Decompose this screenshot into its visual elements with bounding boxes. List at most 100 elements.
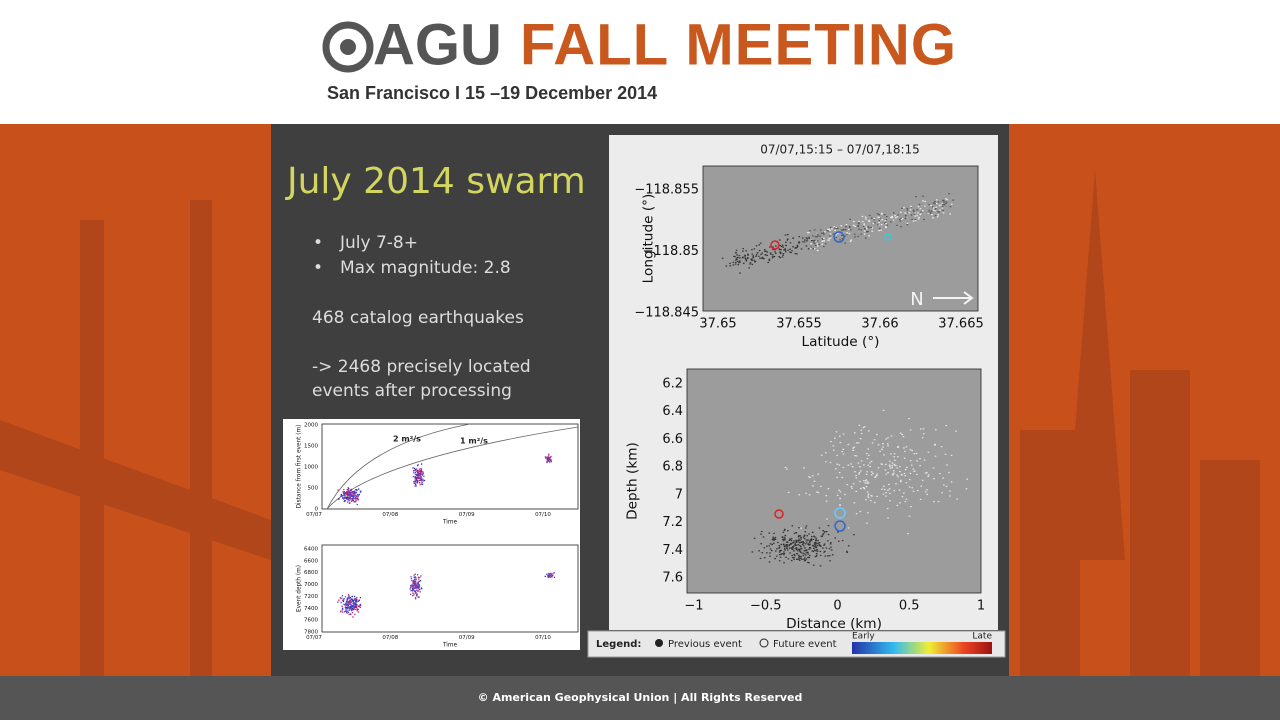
event-dot <box>940 204 942 206</box>
event-dot <box>353 595 356 598</box>
event-dot <box>835 234 837 236</box>
event-dot <box>778 239 781 241</box>
event-dot <box>817 542 819 544</box>
event-dot <box>788 547 791 549</box>
event-dot <box>796 553 799 555</box>
event-dot <box>906 223 909 226</box>
event-dot <box>816 550 819 552</box>
event-dot <box>863 426 866 428</box>
event-dot <box>344 493 346 495</box>
event-dot <box>918 203 921 205</box>
event-dot <box>748 267 750 269</box>
event-dot <box>805 237 808 239</box>
event-dot <box>857 225 859 227</box>
event-dot <box>781 244 784 246</box>
event-dot <box>855 477 858 479</box>
event-dot <box>919 213 922 216</box>
event-dot <box>934 455 937 457</box>
event-dot <box>886 224 889 226</box>
event-dot <box>352 605 355 607</box>
event-dot <box>787 249 789 251</box>
event-dot <box>803 553 805 555</box>
event-dot <box>793 558 795 560</box>
event-dot <box>832 445 835 447</box>
x-tick-label: 07/10 <box>535 635 551 641</box>
event-dot <box>353 490 356 492</box>
event-dot <box>884 463 887 465</box>
event-dot <box>930 204 932 207</box>
event-dot <box>358 488 360 490</box>
event-dot <box>357 499 360 501</box>
event-dot <box>941 199 944 201</box>
event-dot <box>356 601 358 603</box>
event-dot <box>799 551 802 553</box>
event-dot <box>734 263 737 265</box>
event-dot <box>815 546 818 548</box>
event-dot <box>787 558 790 560</box>
event-dot <box>822 237 825 239</box>
event-dot <box>359 606 361 609</box>
event-dot <box>782 540 785 542</box>
event-dot <box>827 540 829 542</box>
event-dot <box>351 606 353 609</box>
event-dot <box>832 449 835 451</box>
event-dot <box>348 609 350 611</box>
x-tick-label: 0.5 <box>899 599 920 614</box>
event-dot <box>744 257 746 259</box>
event-dot <box>418 470 421 472</box>
event-dot <box>811 550 814 552</box>
event-dot <box>355 602 357 604</box>
event-dot <box>549 456 551 459</box>
event-dot <box>850 239 853 241</box>
event-dot <box>414 586 416 588</box>
event-dot <box>905 212 907 214</box>
event-dot <box>801 552 804 554</box>
event-dot <box>339 597 342 599</box>
event-dot <box>778 248 781 251</box>
event-dot <box>835 431 838 433</box>
event-dot <box>352 495 354 498</box>
event-dot <box>805 550 808 552</box>
event-dot <box>546 573 548 575</box>
event-dot <box>926 471 928 474</box>
event-dot <box>824 452 827 454</box>
event-dot <box>798 535 801 537</box>
event-dot <box>350 605 352 608</box>
event-dot <box>914 220 917 222</box>
event-dot <box>820 545 822 547</box>
event-dot <box>894 459 896 461</box>
event-dot <box>356 503 358 506</box>
event-dot <box>349 491 352 493</box>
event-dot <box>877 224 879 226</box>
y-tick-label: 7 <box>675 487 683 502</box>
colorbar-label: Early <box>852 632 875 642</box>
event-dot <box>421 479 423 481</box>
event-dot <box>413 584 415 586</box>
event-dot <box>885 222 887 225</box>
event-dot <box>885 491 887 494</box>
event-dot <box>414 576 416 578</box>
event-dot <box>783 538 785 540</box>
event-dot <box>889 500 891 502</box>
event-dot <box>906 466 908 469</box>
event-dot <box>809 230 811 232</box>
event-dot <box>412 592 414 594</box>
event-dot <box>866 481 869 483</box>
event-dot <box>941 203 943 205</box>
event-dot <box>846 484 849 486</box>
event-dot <box>876 433 878 436</box>
event-dot <box>414 587 416 589</box>
event-dot <box>835 226 838 229</box>
event-dot <box>896 216 899 218</box>
event-dot <box>855 455 858 457</box>
event-dot <box>789 552 791 554</box>
event-dot <box>553 576 556 578</box>
event-dot <box>548 461 551 463</box>
event-dot <box>806 240 808 242</box>
event-dot <box>416 586 418 589</box>
event-dot <box>808 533 810 535</box>
event-dot <box>829 461 832 464</box>
event-dot <box>354 604 356 606</box>
bullet: Max magnitude: 2.8 <box>340 258 511 278</box>
